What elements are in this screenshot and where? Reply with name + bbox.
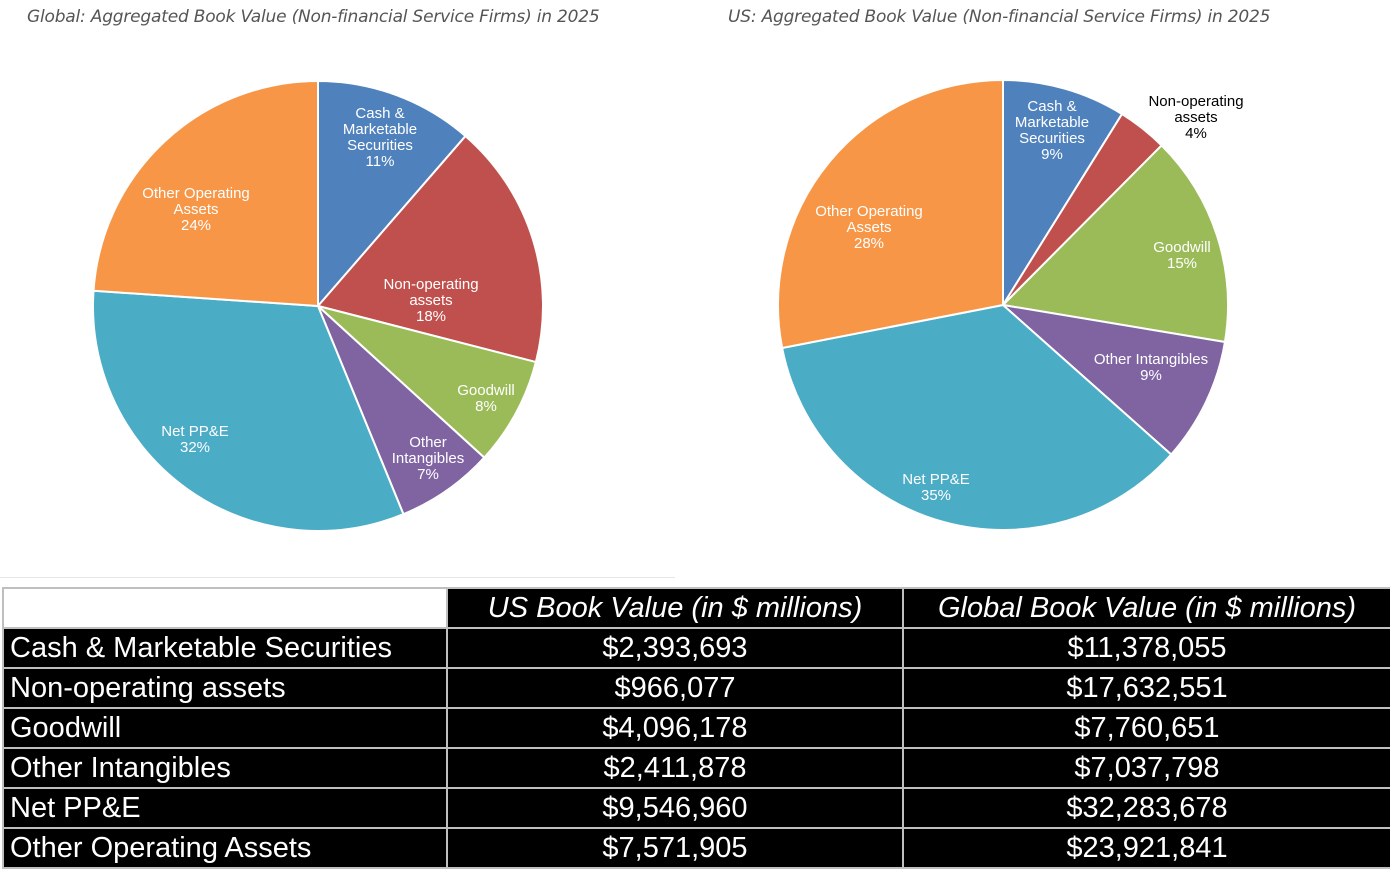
us-label-net-pp-e: Net PP&E 35% bbox=[902, 471, 970, 504]
row-us-value: $7,571,905 bbox=[446, 827, 904, 869]
table-row: Non-operating assets $966,077 $17,632,55… bbox=[2, 667, 1390, 709]
us-pie: Cash & Marketable Securities 9% Non-operatin… bbox=[777, 78, 1244, 531]
global-slice-cash-marketable-securities bbox=[317, 79, 467, 309]
row-label: Cash & Marketable Securities bbox=[2, 627, 448, 669]
row-label: Goodwill bbox=[2, 707, 448, 749]
us-slice-other-operating-assets bbox=[777, 78, 1004, 350]
row-label: Non-operating assets bbox=[2, 667, 448, 709]
row-label: Net PP&E bbox=[2, 787, 448, 829]
row-us-value: $2,411,878 bbox=[446, 747, 904, 789]
us-label-other-intangibles: Other Intangibles 9% bbox=[1094, 351, 1208, 384]
row-us-value: $9,546,960 bbox=[446, 787, 904, 829]
us-slice-other-intangibles bbox=[999, 303, 1227, 456]
row-global-value: $32,283,678 bbox=[902, 787, 1390, 829]
row-global-value: $11,378,055 bbox=[902, 627, 1390, 669]
row-us-value: $2,393,693 bbox=[446, 627, 904, 669]
table-row: Goodwill $4,096,178 $7,760,651 bbox=[2, 707, 1390, 749]
us-slice-net-pp-e bbox=[780, 303, 1173, 531]
us-chart-title: US: Aggregated Book Value (Non-financial… bbox=[728, 7, 1271, 27]
us-label-cash-marketable-securities: Cash & Marketable Securities 9% bbox=[1015, 98, 1089, 163]
global-label-non-operating-assets: Non-operating assets 18% bbox=[383, 276, 478, 325]
row-us-value: $4,096,178 bbox=[446, 707, 904, 749]
row-global-value: $7,760,651 bbox=[902, 707, 1390, 749]
us-label-goodwill: Goodwill 15% bbox=[1153, 239, 1211, 272]
table-header-global: Global Book Value (in $ millions) bbox=[902, 587, 1390, 629]
divider bbox=[0, 577, 675, 578]
book-value-table: US Book Value (in $ millions) Global Boo… bbox=[2, 587, 1390, 869]
table-row: Other Intangibles $2,411,878 $7,037,798 bbox=[2, 747, 1390, 789]
us-slice-goodwill bbox=[1000, 143, 1229, 344]
table-row: Cash & Marketable Securities $2,393,693 … bbox=[2, 627, 1390, 669]
global-slice-net-pp-e bbox=[92, 289, 405, 533]
global-label-net-pp-e: Net PP&E 32% bbox=[161, 423, 229, 456]
row-label: Other Intangibles bbox=[2, 747, 448, 789]
us-label-non-operating-assets: Non-operating assets 4% bbox=[1148, 93, 1243, 142]
table-header-us: US Book Value (in $ millions) bbox=[446, 587, 904, 629]
row-global-value: $23,921,841 bbox=[902, 827, 1390, 869]
row-global-value: $7,037,798 bbox=[902, 747, 1390, 789]
global-slice-other-operating-assets bbox=[92, 79, 319, 308]
us-slice-cash-marketable-securities bbox=[1002, 78, 1124, 309]
row-label: Other Operating Assets bbox=[2, 827, 448, 869]
us-label-other-operating-assets: Other Operating Assets 28% bbox=[815, 203, 923, 252]
table-row: Other Operating Assets $7,571,905 $23,92… bbox=[2, 827, 1390, 869]
global-slice-non-operating-assets bbox=[316, 134, 544, 364]
global-label-goodwill: Goodwill 8% bbox=[457, 382, 515, 415]
global-pie: Cash & Marketable Securities 11% Non-operati… bbox=[92, 79, 544, 533]
global-chart-title: Global: Aggregated Book Value (Non-finan… bbox=[27, 7, 600, 27]
global-label-other-operating-assets: Other Operating Assets 24% bbox=[142, 185, 250, 234]
row-us-value: $966,077 bbox=[446, 667, 904, 709]
global-slice-goodwill bbox=[317, 305, 538, 460]
global-label-cash-marketable-securities: Cash & Marketable Securities 11% bbox=[343, 105, 417, 170]
table-row: Net PP&E $9,546,960 $32,283,678 bbox=[2, 787, 1390, 829]
global-label-other-intangibles: Other Intangibles 7% bbox=[392, 434, 465, 483]
pie-charts: Cash & Marketable Securities 11% Non-operati… bbox=[92, 78, 1244, 533]
table-header-row: US Book Value (in $ millions) Global Boo… bbox=[2, 587, 1390, 629]
table-header-blank bbox=[2, 587, 448, 629]
row-global-value: $17,632,551 bbox=[902, 667, 1390, 709]
